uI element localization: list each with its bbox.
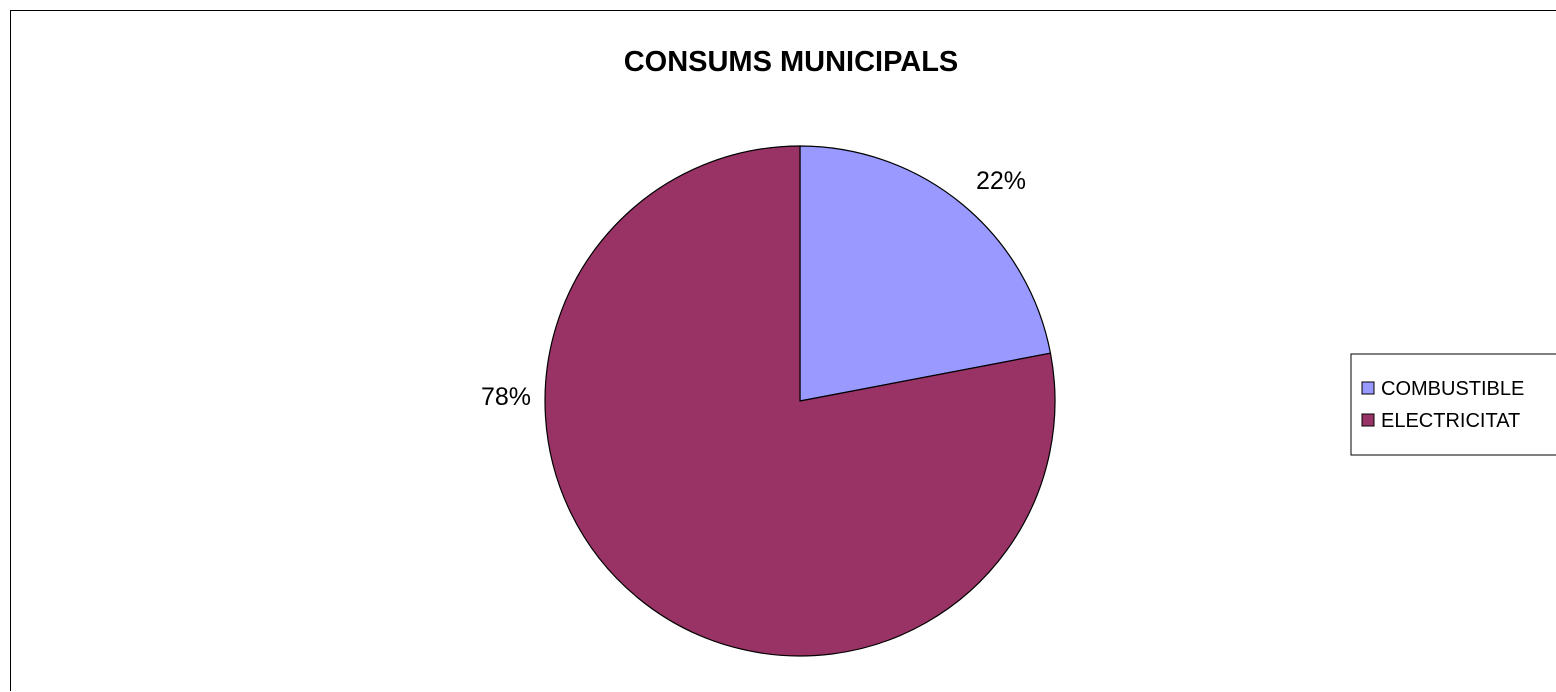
legend-swatch-electricitat [1361, 413, 1375, 427]
legend-label-combustible: COMBUSTIBLE [1381, 378, 1524, 400]
data-label-electricitat: 78% [481, 383, 531, 411]
pie-slice-combustible [799, 145, 1052, 402]
chart-area: CONSUMS MUNICIPALS 22% 78% COMBUSTIBLE ELE… [10, 10, 1556, 691]
legend-label-electricitat: ELECTRICITAT [1381, 410, 1520, 432]
pie-slices [544, 145, 1056, 657]
legend-box [1350, 353, 1556, 456]
pie-chart: CONSUMS MUNICIPALS 22% 78% COMBUSTIBLE ELE… [481, 46, 1556, 657]
data-labels: 22% 78% [481, 167, 1026, 411]
legend-swatch-combustible [1361, 381, 1375, 395]
data-label-combustible: 22% [976, 167, 1026, 195]
pie-slice-electricitat [544, 145, 1056, 657]
legend-items: COMBUSTIBLE ELECTRICITAT [1361, 378, 1524, 432]
legend: COMBUSTIBLE ELECTRICITAT [1350, 353, 1556, 456]
chart-title: CONSUMS MUNICIPALS [624, 46, 959, 78]
